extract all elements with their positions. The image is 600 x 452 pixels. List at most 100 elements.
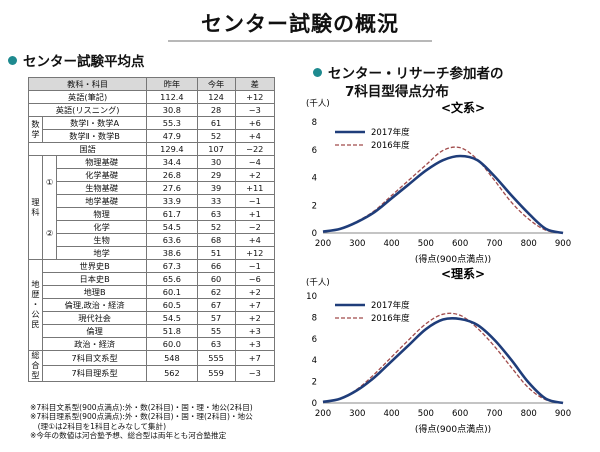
row-this: 559 <box>196 365 236 382</box>
series-line-2017 <box>322 317 564 405</box>
row-last: 548 <box>146 349 198 367</box>
row-last: 63.6 <box>146 233 198 247</box>
table-row: 政治・経済 60.0 63 +3 <box>29 337 275 351</box>
y-tick-label: 6 <box>312 335 317 345</box>
row-name: 物理基礎 <box>55 155 148 169</box>
y-tick-label: 2 <box>312 201 317 211</box>
x-tick-label: 200 <box>315 409 331 419</box>
row-this: 60 <box>196 272 236 286</box>
row-this: 62 <box>196 285 236 299</box>
row-name: 政治・経済 <box>41 337 148 351</box>
row-diff: +12 <box>234 90 275 104</box>
row-name: 地理B <box>41 285 148 299</box>
table-row: 倫理 51.8 55 +3 <box>29 324 275 338</box>
table-row: 数学Ⅱ・数学B 47.9 52 +4 <box>29 129 275 143</box>
x-tick-label: 500 <box>418 409 434 419</box>
y-tick-label: 2 <box>312 378 317 388</box>
x-tick-label: 700 <box>486 409 502 419</box>
x-tick-label: 200 <box>315 239 331 249</box>
left-heading-text: センター試験平均点 <box>23 54 145 70</box>
x-tick-label: 300 <box>349 239 365 249</box>
legend-label: 2017年度 <box>371 127 410 138</box>
y-tick-label: 4 <box>312 356 317 366</box>
y-tick-label: 4 <box>312 174 317 184</box>
table-row: 生物基礎 27.6 39 +11 <box>29 181 275 195</box>
legend-label: 2016年度 <box>371 313 410 324</box>
row-diff: −4 <box>234 155 275 169</box>
row-diff: +3 <box>234 324 275 338</box>
row-last: 60.1 <box>146 285 198 299</box>
group-math: 数学 <box>28 116 43 143</box>
group-science-2: ② <box>42 207 57 260</box>
table-row: 英語(リスニング) 30.8 28 −3 <box>27 103 275 117</box>
table-row: 国語 129.4 107 −22 <box>27 142 275 156</box>
table-row: 理科 ① 物理基礎 34.4 30 −4 <box>28 155 275 260</box>
chart-title: <理系> <box>441 266 485 281</box>
row-name: 倫理 <box>41 324 148 338</box>
table-row: 地学基礎 33.9 33 −1 <box>29 194 275 208</box>
row-diff: −22 <box>234 142 275 156</box>
row-diff: +6 <box>234 116 275 130</box>
row-last: 54.5 <box>146 220 198 234</box>
row-last: 129.4 <box>146 142 198 156</box>
y-tick-label: 0 <box>312 229 317 239</box>
row-last: 38.6 <box>146 246 198 260</box>
row-diff: −2 <box>234 220 275 234</box>
row-this: 29 <box>196 168 236 182</box>
row-name: 数学Ⅰ・数学A <box>41 116 148 130</box>
table-row: 7科目理系型 562 559 −3 <box>29 365 275 382</box>
x-tick-label: 500 <box>418 239 434 249</box>
row-name: 英語(筆記) <box>27 90 148 104</box>
row-diff: −1 <box>234 259 275 273</box>
row-last: 112.4 <box>146 90 198 104</box>
row-name: 国語 <box>27 142 148 156</box>
series-line-2017 <box>322 154 564 235</box>
row-this: 63 <box>196 207 236 221</box>
table-row: 英語(筆記) 112.4 124 +12 <box>27 90 275 104</box>
x-tick-label: 900 <box>555 239 571 249</box>
table-row: 化学基礎 26.8 29 +2 <box>29 168 275 182</box>
row-diff: +12 <box>234 246 275 260</box>
row-name: 地学基礎 <box>55 194 148 208</box>
row-diff: +3 <box>234 337 275 351</box>
row-diff: +4 <box>234 129 275 143</box>
table-row: 現代社会 54.5 57 +2 <box>29 311 275 325</box>
row-diff: +2 <box>234 168 275 182</box>
row-name: 世界史B <box>41 259 148 273</box>
row-last: 34.4 <box>146 155 198 169</box>
row-name: 化学 <box>55 220 148 234</box>
table-header-row: 教科・科目 昨年 今年 差 <box>27 77 275 91</box>
row-name: 化学基礎 <box>55 168 148 182</box>
bullet-icon <box>313 68 322 77</box>
x-axis-label: (得点(900点満点)) <box>415 423 491 435</box>
note-line: ※7科目理系型(900点満点):外・数(2科目)・国・理(2科目)・地公 <box>30 412 253 422</box>
row-last: 55.3 <box>146 116 198 130</box>
row-this: 555 <box>196 349 236 367</box>
group-science: 理科 <box>28 155 43 260</box>
row-last: 61.7 <box>146 207 198 221</box>
x-tick-label: 300 <box>349 409 365 419</box>
table-row: 総合型 7科目文系型 548 555 +7 <box>28 349 275 382</box>
row-name: 7科目文系型 <box>41 349 148 367</box>
y-tick-label: 0 <box>312 399 317 409</box>
table-notes: ※7科目文系型(900点満点):外・数(2科目)・国・理・地公(2科目) ※7科… <box>30 403 253 441</box>
row-last: 51.8 <box>146 324 198 338</box>
row-name: 英語(リスニング) <box>27 103 148 117</box>
row-diff: −3 <box>234 103 275 117</box>
row-name: 7科目理系型 <box>41 365 148 382</box>
title-underline <box>168 40 432 42</box>
row-last: 562 <box>146 365 198 382</box>
row-diff: +1 <box>234 207 275 221</box>
row-this: 33 <box>196 194 236 208</box>
series-line-2016 <box>322 312 564 404</box>
row-diff: +7 <box>234 349 275 367</box>
table-row: 地理B 60.1 62 +2 <box>29 285 275 299</box>
row-this: 61 <box>196 116 236 130</box>
row-name: 生物 <box>55 233 148 247</box>
row-last: 60.5 <box>146 298 198 312</box>
row-last: 47.9 <box>146 129 198 143</box>
y-unit-label: (千人) <box>306 277 330 288</box>
note-line: ※7科目文系型(900点満点):外・数(2科目)・国・理・地公(2科目) <box>30 403 253 412</box>
group-social: 地歴・公民 <box>28 259 43 351</box>
bullet-icon <box>8 56 17 65</box>
